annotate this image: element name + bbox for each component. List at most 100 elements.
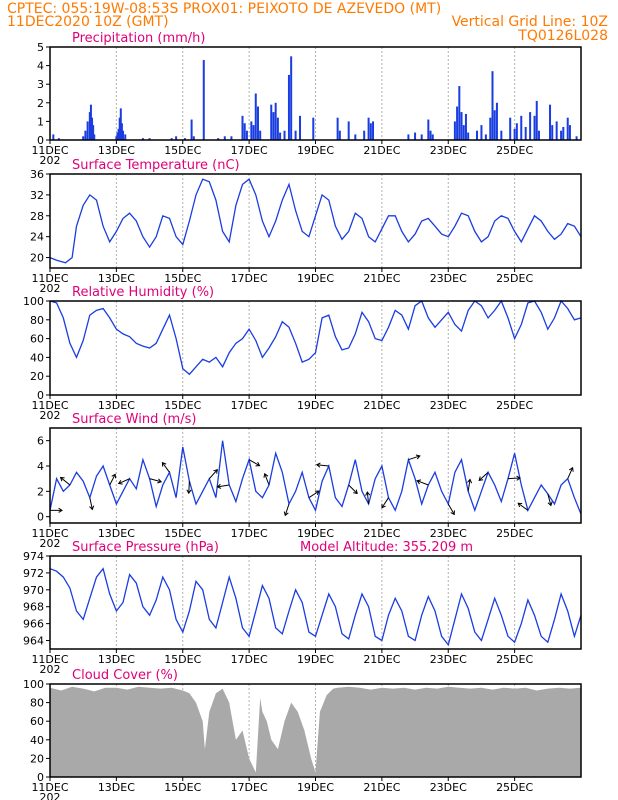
wind-vector — [348, 484, 358, 494]
precip-bar — [115, 136, 118, 140]
precip-bar — [456, 106, 459, 140]
wind-vector-head — [381, 503, 386, 509]
wind-vector — [60, 477, 71, 486]
x-tick-label: 21DEC — [363, 144, 400, 157]
precip-bar — [148, 138, 151, 140]
wind-vector — [188, 481, 190, 494]
y-tick-label: 1 — [37, 115, 44, 128]
precip-bar — [274, 102, 277, 140]
wind-vector — [381, 497, 389, 509]
y-tick-label: 80 — [30, 697, 44, 710]
precip-bar — [124, 134, 127, 140]
x-tick-label: 19DEC — [297, 781, 334, 794]
wind-vector-head — [450, 510, 455, 516]
y-tick-label: 4 — [37, 460, 44, 473]
wind-vector — [416, 480, 429, 486]
y-tick-label: 0 — [37, 771, 44, 784]
wind-vector-head — [365, 491, 371, 496]
precip-bar — [287, 74, 290, 140]
precip-bar — [299, 115, 302, 140]
wind-vector — [478, 471, 489, 481]
y-tick-label: 40 — [30, 734, 44, 747]
wind-vector-head — [117, 479, 123, 485]
precip-bar — [122, 130, 125, 140]
header-station: CPTEC: 055:19W-08:53S PROX01: PEIXOTO DE… — [7, 1, 441, 17]
precip-bar — [513, 128, 516, 140]
y-tick-label: 0 — [37, 511, 44, 524]
wind-vector — [316, 464, 329, 467]
wind-vector — [284, 503, 290, 516]
precip-bar — [551, 125, 554, 140]
wind-vector — [366, 492, 370, 505]
precip-bar — [533, 115, 536, 140]
wind-series-line — [49, 440, 582, 515]
x-tick-label: 21DEC — [363, 653, 400, 666]
x-tick-label: 19DEC — [297, 272, 334, 285]
x-tick-label: 17DEC — [231, 653, 268, 666]
x-tick-label: 11DEC — [31, 272, 68, 285]
precip-bar — [431, 134, 434, 140]
x-tick-label: 21DEC — [363, 272, 400, 285]
precip-bar — [91, 117, 94, 140]
header-grid-note: Vertical Grid Line: 10Z — [452, 14, 608, 30]
x-tick-label: 19DEC — [297, 399, 334, 412]
precip-bar — [82, 136, 85, 140]
precip-bar — [575, 136, 578, 140]
precip-bar — [93, 134, 96, 140]
x-tick-label: 11DEC — [31, 144, 68, 157]
precip-bar — [338, 130, 341, 140]
x-tick-label: 17DEC — [231, 144, 268, 157]
y-tick-label: 966 — [23, 618, 44, 631]
panels: 0 1 2 3 4 5 11DEC 13DEC 15DEC 17DEC 19DEC 21DEC 23DE… — [23, 31, 582, 800]
precip-bar — [491, 71, 494, 140]
precip-bar — [230, 136, 233, 140]
x-tick-label: 13DEC — [98, 399, 135, 412]
precip-bar — [141, 138, 144, 140]
cloud-area — [50, 686, 581, 777]
precip-bar — [202, 60, 205, 140]
precip-bar — [476, 130, 479, 140]
precip-title: Precipitation (mm/h) — [72, 31, 205, 46]
precip-bar — [407, 134, 410, 140]
precip-bar — [254, 93, 257, 140]
x-tick-label: 23DEC — [430, 527, 467, 540]
precip-bar — [453, 121, 456, 140]
wind-vector-head — [568, 466, 574, 472]
cloud-title: Cloud Cover (%) — [72, 668, 178, 683]
wind-vector — [248, 459, 260, 467]
precip-bar — [217, 138, 220, 140]
wind-vector-head — [467, 478, 473, 484]
x-tick-label: 19DEC — [297, 653, 334, 666]
y-tick-label: 0 — [37, 134, 44, 147]
wind-vector-head — [314, 490, 320, 495]
wind-vector-head — [255, 461, 261, 467]
precip-bar — [529, 112, 532, 140]
precip-bar — [566, 117, 569, 140]
y-tick-label: 40 — [30, 351, 44, 364]
y-tick-label: 964 — [23, 635, 44, 648]
wind-vector — [118, 478, 130, 485]
rh-series-line — [49, 299, 582, 376]
x-tick-label: 25DEC — [496, 781, 533, 794]
precip-bar — [312, 117, 315, 140]
pressure-series-line — [49, 567, 582, 647]
x-tick-label: 25DEC — [496, 527, 533, 540]
x-tick-label: 11DEC — [31, 781, 68, 794]
wind-vector — [208, 469, 218, 480]
precip-bar — [120, 123, 123, 140]
precip-bar — [429, 130, 432, 140]
wind-vector-head — [89, 505, 95, 511]
precip-bar — [420, 134, 423, 140]
x-tick-label: 17DEC — [231, 781, 268, 794]
y-tick-label: 36 — [30, 168, 44, 181]
precip-bar — [92, 125, 95, 140]
precip-bar — [272, 112, 275, 140]
precip-bar — [88, 112, 91, 140]
precip-bar — [256, 106, 259, 140]
wind-vector — [467, 479, 471, 492]
x-tick-label: 19DEC — [297, 144, 334, 157]
x-tick-label: 25DEC — [496, 399, 533, 412]
precip-bar — [467, 132, 470, 140]
panel-wind: 0 2 4 6 11DEC 13DEC 15DEC 17DEC 19DEC 21DEC 23DEC 2… — [31, 412, 582, 550]
panel-temp: 20 24 28 32 36 11DEC 13DEC 15DEC 17DEC 19DEC 21DEC… — [30, 158, 582, 295]
